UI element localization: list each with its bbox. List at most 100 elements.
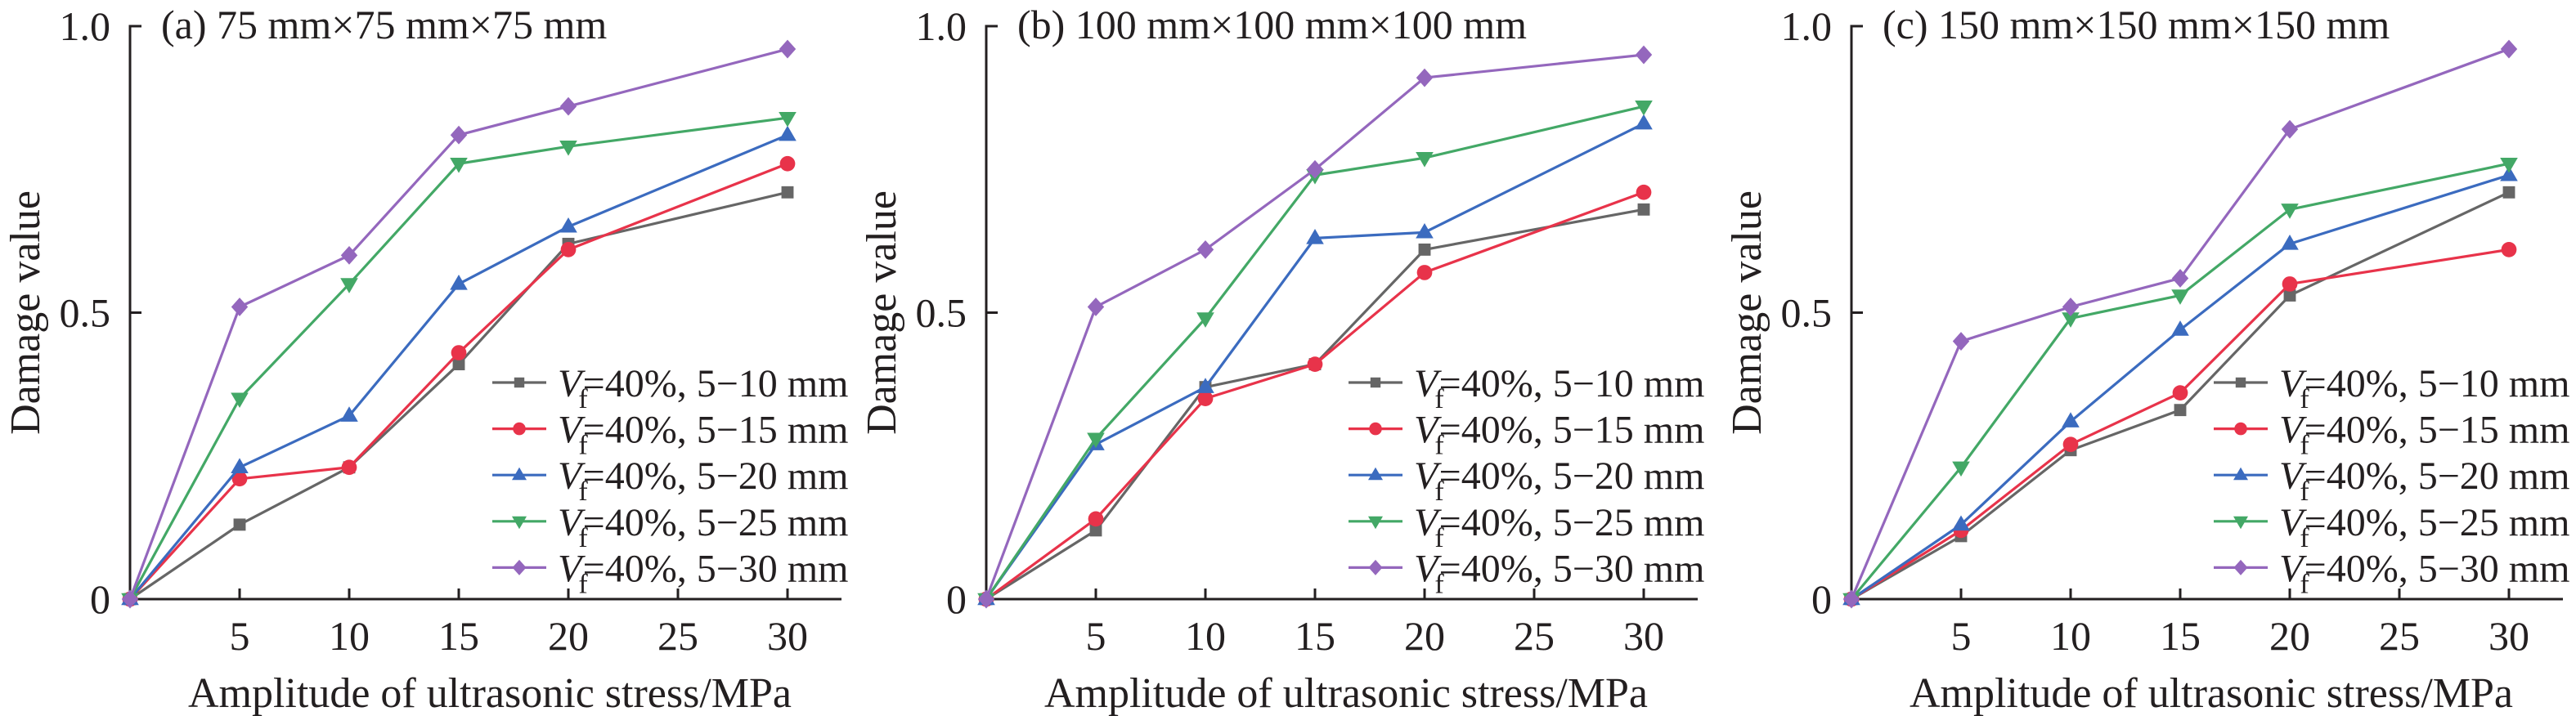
legend-text-rest: =40%, 5−25 mm [1439,501,1705,544]
y-tick-label: 1.0 [1781,3,1833,49]
legend-marker [512,467,527,481]
data-point-marker [2282,276,2298,292]
legend-label: Vf=40%, 5−15 mm [558,409,848,461]
x-tick-label: 20 [1404,613,1445,659]
data-point-marker [1416,265,1433,280]
series-triangle-down [977,100,1653,609]
legend-marker [514,377,525,388]
data-point-marker [779,125,797,141]
series-line [985,105,1645,600]
legend-subscript: f [1434,477,1444,507]
panel-c: 0 0.5 1.0 5 10 15 20 25 30 Amplitude of ultrasoni… [1724,2,2569,716]
legend-text-rest: =40%, 5−30 mm [1439,547,1705,590]
x-tick-label: 20 [2269,613,2310,659]
data-point-marker [2062,312,2080,328]
y-tick-label: 1.0 [60,3,111,49]
legend-subscript: f [578,477,588,507]
data-point-marker [1306,228,1324,244]
legend-item: Vf=40%, 5−20 mm [2214,454,2569,507]
series-line [1851,248,2510,601]
data-point-marker [559,96,577,116]
data-point-marker [1197,391,1214,407]
legend-subscript: f [578,384,588,414]
y-axis-title: Damage value [1724,190,1770,435]
legend-variable: V [2279,454,2307,498]
data-point-marker [779,155,796,172]
data-point-marker [1635,45,1653,65]
legend-label: Vf=40%, 5−25 mm [558,501,848,553]
data-point-marker [1087,298,1105,316]
legend-subscript: f [578,431,588,461]
data-point-marker [2062,436,2079,453]
x-tick-label: 5 [230,613,250,659]
legend-text-rest: =40%, 5−20 mm [2304,454,2570,498]
x-tick-label: 15 [2160,613,2201,659]
x-axis-title: Amplitude of ultrasonic stress/MPa [1910,670,2513,716]
legend-label: Vf=40%, 5−20 mm [558,454,848,507]
legend-label: Vf=40%, 5−10 mm [1414,362,1704,414]
x-tick-label: 25 [657,613,698,659]
series-triangle-up [1842,165,2518,606]
data-point-marker [2500,158,2518,173]
legend-subscript: f [578,523,588,553]
y-tick-label: 0.5 [60,290,111,336]
legend-subscript: f [2300,477,2309,507]
legend-marker [2234,422,2247,436]
series-line [985,190,1645,601]
series-line [128,47,788,600]
legend-label: Vf=40%, 5−15 mm [2279,409,2569,461]
series-diamond [1842,39,2518,609]
data-point-marker [233,518,246,531]
legend-marker [1368,516,1383,530]
legend-marker [512,516,527,530]
x-tick-label: 10 [2050,613,2091,659]
panel-b: 0 0.5 1.0 5 10 15 20 25 30 Amplitude of ultrasoni… [859,2,1704,716]
legend-text-rest: =40%, 5−10 mm [583,362,849,405]
data-point-marker [559,141,577,156]
data-point-marker [451,345,467,360]
data-point-marker [1636,184,1652,200]
legend-subscript: f [2300,431,2309,461]
legend-item: Vf=40%, 5−30 mm [492,547,848,599]
data-point-marker [1088,511,1104,527]
legend-variable: V [558,454,586,498]
x-tick-label: 15 [1295,613,1335,659]
data-point-marker [779,111,797,128]
x-tick-label: 5 [1086,613,1106,659]
series-line [128,116,788,600]
legend-item: Vf=40%, 5−30 mm [1349,547,1704,599]
x-tick-label: 25 [2379,613,2420,659]
data-point-marker [977,589,995,609]
legend-marker [1368,467,1383,481]
data-point-marker [1635,100,1653,116]
data-point-marker [2502,186,2515,199]
legend-text-rest: =40%, 5−15 mm [2304,409,2570,452]
x-tick-label: 30 [767,613,808,659]
data-point-marker [2174,404,2187,417]
data-point-marker [779,39,797,59]
legend-marker [2235,377,2246,388]
data-point-marker [1637,203,1650,216]
data-point-marker [340,278,358,293]
data-point-marker [2281,119,2299,139]
data-point-marker [231,298,249,316]
legend-subscript: f [2300,569,2309,599]
legend-item: Vf=40%, 5−25 mm [2214,501,2569,553]
series-line [128,162,788,601]
legend-marker [513,422,526,436]
legend-text-rest: =40%, 5−25 mm [583,501,849,544]
legend-item: Vf=40%, 5−25 mm [492,501,848,553]
y-tick-label: 0 [946,576,967,622]
legend-item: Vf=40%, 5−30 mm [2214,547,2569,599]
legend-label: Vf=40%, 5−20 mm [1414,454,1704,507]
data-point-marker [341,459,357,476]
legend-text-rest: =40%, 5−20 mm [583,454,849,498]
panel-a: 0 0.5 1.0 5 10 15 20 25 30 Amplitude of ultrasoni… [2,2,848,716]
data-point-marker [340,406,358,422]
legend-marker [2233,467,2248,481]
data-point-marker [450,125,468,145]
data-point-marker [1196,312,1214,328]
legend-marker [1368,559,1383,575]
data-point-marker [121,589,139,609]
